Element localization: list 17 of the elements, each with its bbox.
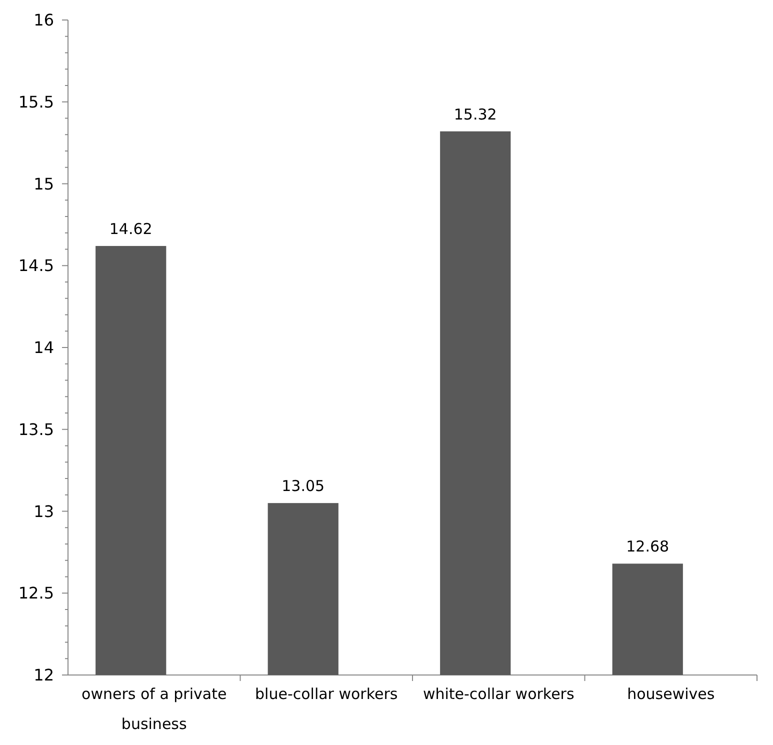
y-tick-label: 13.5 bbox=[18, 420, 54, 439]
x-tick-label: owners of a private business bbox=[82, 685, 227, 733]
y-tick-label: 15.5 bbox=[18, 92, 54, 112]
x-tick-label: white-collar workers bbox=[422, 685, 574, 703]
data-label: 15.32 bbox=[454, 105, 497, 124]
y-tick-label: 12.5 bbox=[18, 584, 54, 603]
x-tick-label: housewives bbox=[627, 685, 715, 703]
y-tick-label: 14 bbox=[34, 338, 54, 358]
y-tick-label: 13 bbox=[34, 502, 54, 521]
y-tick-label: 14.5 bbox=[18, 256, 54, 276]
x-tick-label: blue-collar workers bbox=[255, 685, 398, 703]
y-tick-label: 15 bbox=[34, 174, 54, 194]
y-tick-label: 16 bbox=[34, 10, 54, 30]
data-label: 13.05 bbox=[282, 477, 325, 496]
data-label: 14.62 bbox=[109, 220, 152, 238]
y-tick-label: 12 bbox=[34, 666, 54, 685]
data-label: 12.68 bbox=[626, 538, 670, 556]
